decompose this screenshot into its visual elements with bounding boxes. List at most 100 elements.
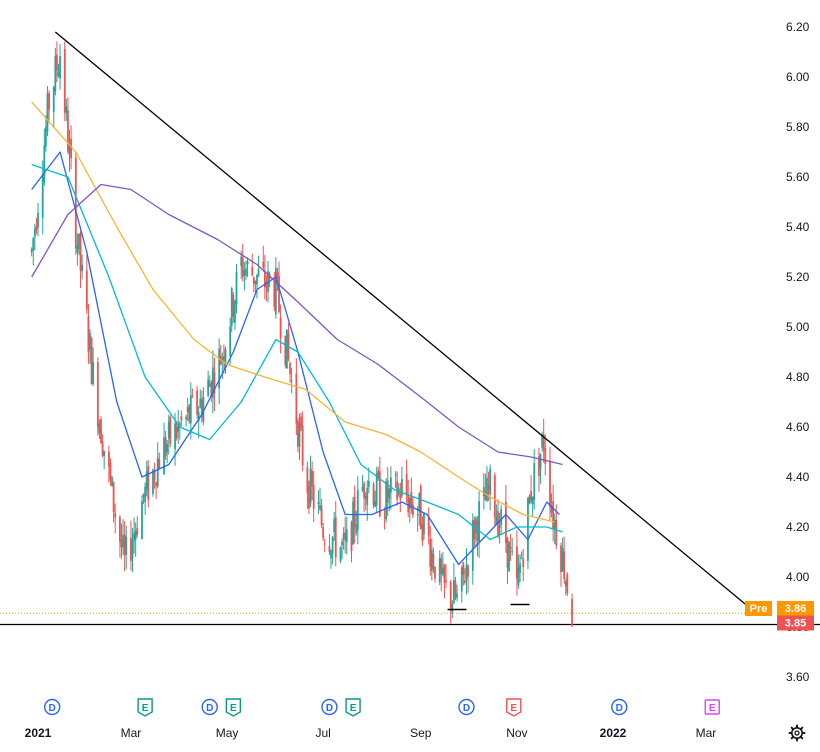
dividend-event-marker[interactable]: D <box>458 698 475 716</box>
candle-body <box>109 462 112 480</box>
candle <box>200 390 203 423</box>
candle-body <box>561 547 564 571</box>
candle <box>262 245 265 272</box>
candle-body <box>30 249 33 253</box>
settings-button[interactable] <box>788 724 806 742</box>
candle-body <box>197 412 200 422</box>
candle <box>489 464 492 511</box>
candle-body <box>156 457 159 487</box>
price-tag-value: 3.86 <box>785 603 806 615</box>
dividend-event-marker[interactable]: D <box>43 698 61 716</box>
earnings-event-marker[interactable]: E <box>506 698 522 717</box>
trendlines <box>54 31 756 613</box>
candle <box>486 466 488 503</box>
earnings-event-marker[interactable]: E <box>225 698 242 717</box>
candle <box>208 375 211 387</box>
candle <box>188 403 191 424</box>
candle <box>482 472 485 510</box>
candle <box>48 90 50 124</box>
candle-body <box>163 437 165 475</box>
candle <box>130 520 132 571</box>
candle-body <box>410 491 413 507</box>
candle-body <box>68 145 71 155</box>
candle <box>519 554 521 583</box>
gear-icon[interactable] <box>788 724 806 742</box>
candle <box>462 561 465 586</box>
candle <box>377 466 380 481</box>
candle-body <box>341 541 343 546</box>
candle-body <box>378 471 381 517</box>
candle-body <box>262 262 265 268</box>
event-marker-letter: D <box>326 703 333 714</box>
dividend-event-marker[interactable]: D <box>321 698 338 716</box>
candle <box>571 593 573 628</box>
candle-body <box>153 469 156 480</box>
y-tick-label: 5.40 <box>786 220 810 234</box>
candlestick-series <box>30 41 573 628</box>
candle-body <box>418 492 421 511</box>
candle <box>87 304 90 364</box>
candle-body <box>405 473 408 496</box>
candle <box>56 41 58 83</box>
candle <box>174 412 176 466</box>
candle <box>125 525 128 570</box>
candle <box>136 516 139 538</box>
earnings-event-marker[interactable]: E <box>137 698 153 717</box>
moving-averages <box>31 101 563 566</box>
earnings-event-marker[interactable]: E <box>704 699 720 715</box>
candle <box>122 519 124 555</box>
candle-body <box>486 477 488 501</box>
candle <box>211 350 214 414</box>
candle-body <box>429 539 432 568</box>
candle <box>344 516 347 554</box>
candle <box>155 481 158 499</box>
candle-body <box>74 157 77 249</box>
candle-body <box>541 434 544 448</box>
dividend-event-marker[interactable]: D <box>201 698 218 716</box>
candle-body <box>533 463 536 500</box>
candle <box>167 414 170 455</box>
candle <box>553 513 556 545</box>
price-tag-label-bg <box>745 601 772 616</box>
candle <box>166 439 169 464</box>
candle-body <box>229 326 232 356</box>
dividend-marker-shape <box>43 698 61 716</box>
candle <box>467 564 469 593</box>
candle-body <box>311 471 314 487</box>
y-tick-label: 4.80 <box>786 370 810 384</box>
candle <box>319 487 321 512</box>
candle-body <box>539 453 542 469</box>
candle <box>323 538 326 553</box>
candle-body <box>70 138 72 159</box>
resistance-trendline[interactable] <box>54 31 756 613</box>
candle <box>473 516 476 547</box>
dividend-event-marker[interactable]: D <box>611 698 628 716</box>
candle <box>251 253 254 277</box>
candle <box>224 346 227 374</box>
candle <box>134 522 137 557</box>
candle-body <box>506 537 509 568</box>
candle <box>240 250 243 280</box>
candle-body <box>495 516 498 525</box>
candle <box>508 540 510 572</box>
candle-body <box>134 530 137 540</box>
candle-body <box>549 460 551 508</box>
candle-body <box>522 558 525 568</box>
earnings-event-marker[interactable]: E <box>345 698 361 717</box>
candle-body <box>142 493 145 498</box>
x-tick-label: Sep <box>410 726 432 740</box>
candle <box>478 491 480 558</box>
candle <box>563 536 566 584</box>
candle-body <box>79 232 82 271</box>
candle <box>133 517 135 554</box>
candle <box>85 254 88 314</box>
candle <box>76 233 79 266</box>
candle-body <box>103 450 106 456</box>
candle <box>276 267 279 291</box>
candle-body <box>122 534 124 548</box>
candle <box>298 413 301 461</box>
candle <box>210 380 213 403</box>
x-tick-label: Mar <box>696 726 717 740</box>
